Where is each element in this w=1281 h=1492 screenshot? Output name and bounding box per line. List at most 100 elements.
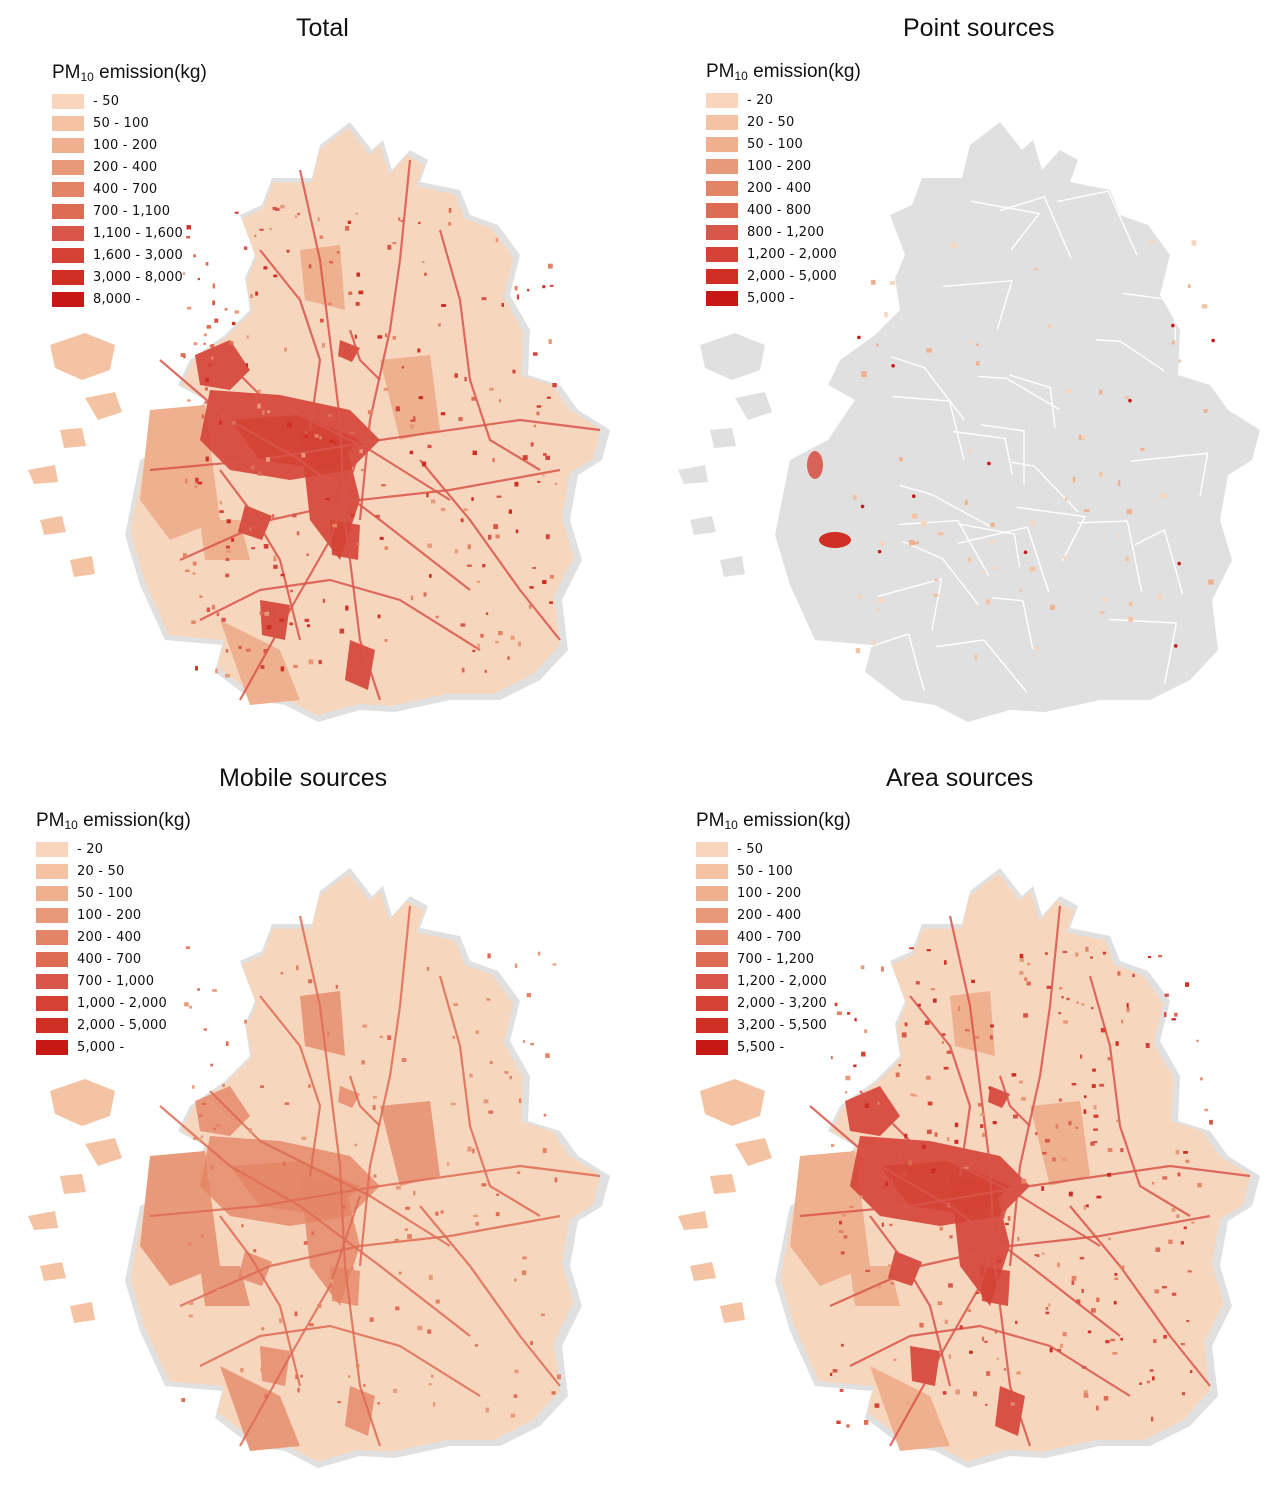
point-source-low — [1083, 509, 1090, 512]
emission-cell — [301, 452, 306, 458]
point-source-high — [1171, 323, 1175, 328]
emission-cell — [221, 617, 226, 622]
emission-cell — [1095, 1405, 1099, 1411]
emission-cell — [260, 665, 265, 669]
island — [28, 1211, 58, 1230]
emission-cell — [484, 669, 488, 673]
legend-item: 1,100 - 1,600 — [52, 223, 207, 245]
district-boundary — [980, 424, 1025, 485]
emission-cell — [334, 441, 337, 445]
emission-cell — [384, 546, 389, 550]
road-emission-line — [259, 995, 322, 1177]
emission-cell — [435, 615, 439, 619]
emission-cell — [428, 1275, 433, 1280]
emission-cell — [1114, 1272, 1118, 1276]
emission-cell — [1093, 1128, 1098, 1131]
emission-cell — [1107, 1148, 1113, 1152]
emission-cell — [240, 1368, 244, 1373]
island — [720, 1302, 745, 1323]
emission-cell — [1093, 1114, 1099, 1118]
emission-cell — [450, 1102, 456, 1106]
point-source-low — [880, 541, 885, 547]
emission-cell — [244, 1019, 248, 1024]
road-emission-line — [209, 1090, 451, 1247]
legend-title: PM10 emission(kg) — [36, 810, 191, 832]
emission-cell — [429, 574, 432, 578]
emission-cell — [1121, 1019, 1124, 1024]
district-boundary — [1009, 374, 1056, 428]
map-panel-mobile-sources: Mobile sources PM10 emission(kg) - 20 20 -… — [0, 746, 640, 1492]
emission-cell — [526, 993, 531, 998]
emission-cell — [975, 1291, 980, 1295]
high-emission-zone — [260, 600, 290, 640]
point-source-low — [921, 520, 928, 526]
emission-cell — [903, 1172, 906, 1177]
emission-cell — [322, 598, 325, 603]
emission-cell — [518, 1098, 522, 1103]
emission-cell — [934, 1132, 938, 1137]
high-emission-zone — [988, 1086, 1010, 1108]
emission-cell — [210, 1063, 214, 1067]
emission-cell — [1171, 1292, 1177, 1296]
emission-cell — [193, 342, 198, 346]
emission-cell — [1063, 1020, 1069, 1024]
emission-cell — [225, 550, 231, 553]
legend-title: PM10 emission(kg) — [52, 62, 207, 84]
emission-cell — [448, 221, 452, 226]
emission-cell — [377, 335, 383, 339]
legend-item: 3,200 - 5,500 — [696, 1015, 851, 1037]
emission-cell — [219, 500, 223, 505]
emission-cell — [432, 1402, 436, 1407]
legend-item: 5,500 - — [696, 1037, 851, 1059]
road-emission-line — [1069, 1205, 1211, 1387]
road-emission-line — [869, 1215, 952, 1387]
emission-cell — [1092, 1140, 1098, 1144]
emission-cell — [964, 1029, 970, 1032]
emission-cell — [890, 1282, 895, 1285]
emission-cell — [467, 1146, 472, 1152]
emission-cell — [1177, 1172, 1181, 1177]
point-source-low — [993, 566, 999, 570]
emission-cell — [1046, 985, 1052, 989]
emission-cell — [224, 308, 228, 311]
emission-cell — [284, 1102, 290, 1105]
emission-cell — [942, 1391, 947, 1395]
emission-cell — [1185, 1159, 1190, 1163]
emission-cell — [1154, 1289, 1160, 1294]
legend-item: 2,000 - 3,200 — [696, 993, 851, 1015]
emission-cell — [1007, 1216, 1011, 1221]
emission-cell — [536, 405, 542, 408]
emission-cell — [1149, 1369, 1154, 1372]
emission-cell — [211, 344, 215, 348]
emission-cell — [279, 1318, 283, 1324]
emission-cell — [182, 553, 187, 558]
emission-cell — [516, 1171, 521, 1175]
emission-cell — [208, 363, 213, 367]
legend-item: 100 - 200 — [52, 134, 207, 156]
emission-cell — [440, 412, 446, 416]
emission-cell — [1062, 950, 1068, 954]
emission-cell — [1010, 1402, 1016, 1406]
emission-cell — [293, 664, 298, 669]
point-source-low — [876, 343, 879, 347]
emission-cell — [946, 1136, 950, 1142]
emission-cell — [197, 988, 200, 991]
emission-cell — [307, 1084, 311, 1088]
legend-swatch — [706, 180, 738, 196]
emission-cell — [195, 665, 198, 671]
emission-cell — [1041, 1186, 1045, 1191]
emission-cell — [379, 536, 384, 540]
point-source-low — [1117, 480, 1121, 486]
emission-cell — [248, 1128, 252, 1134]
panel-title: Point sources — [903, 14, 1055, 42]
emission-cell — [200, 1135, 204, 1139]
emission-cell — [527, 288, 530, 292]
district-boundary — [957, 526, 1050, 593]
point-source-high — [857, 335, 861, 340]
high-emission-zone — [995, 1386, 1025, 1436]
emission-cell — [203, 342, 206, 345]
emission-cell — [874, 1403, 880, 1408]
emission-cell — [489, 387, 494, 391]
emission-cell — [963, 1166, 969, 1169]
emission-cell — [1092, 1068, 1096, 1072]
